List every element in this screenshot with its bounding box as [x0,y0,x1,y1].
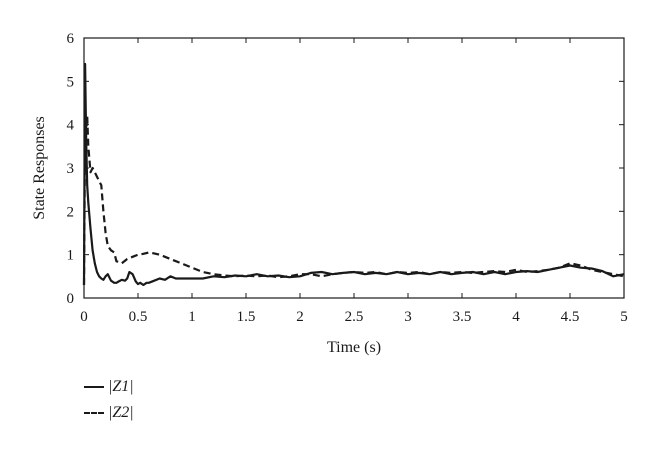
x-tick-label: 0 [80,309,88,325]
x-axis: 0 0.5 1 1.5 2 2.5 3 3.5 4 4.5 5 [80,38,628,325]
legend-swatch-solid [84,386,104,388]
legend-swatch-dashed [84,412,104,414]
series-line-z2 [82,114,625,286]
x-tick-label: 3 [404,309,412,325]
x-tick-label: 4.5 [561,309,580,325]
x-tick-label: 2 [296,309,304,325]
y-tick-label: 5 [67,74,75,90]
plot-area [83,37,625,299]
x-tick-label: 3.5 [453,309,472,325]
y-tick-label: 2 [67,204,75,220]
y-axis-label: State Responses [31,116,48,220]
y-tick-label: 1 [67,248,75,264]
y-tick-label: 3 [67,161,75,177]
legend-label-z1: |Z1| [108,378,134,395]
series-line-z1 [82,62,625,287]
y-tick-label: 0 [67,291,75,307]
legend-item-z1: |Z1| [84,374,134,400]
legend-item-z2: |Z2| [84,400,134,426]
x-tick-label: 0.5 [129,309,148,325]
x-tick-label: 2.5 [345,309,364,325]
x-tick-label: 1.5 [237,309,256,325]
x-tick-label: 1 [188,309,196,325]
legend: |Z1| |Z2| [84,374,134,426]
y-axis: 0 1 2 3 4 5 6 [67,31,624,307]
y-tick-label: 4 [67,118,75,134]
x-tick-label: 5 [620,309,628,325]
legend-label-z2: |Z2| [108,404,134,421]
y-tick-label: 6 [67,31,75,47]
x-tick-label: 4 [512,309,520,325]
series-layer [82,62,625,287]
x-axis-label: Time (s) [327,339,381,356]
